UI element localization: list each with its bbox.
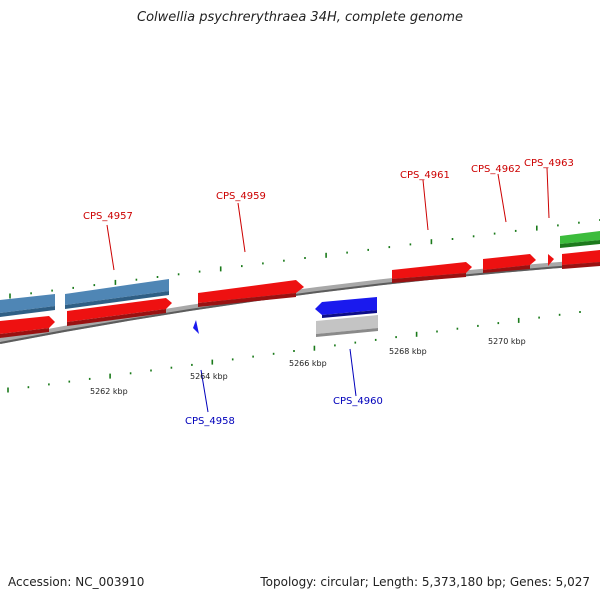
gene-label-CPS_4963: CPS_4963 — [524, 158, 574, 169]
gene-arrow-CPS_4962[interactable] — [483, 254, 536, 273]
genome-title: Colwellia psychrerythraea 34H, complete … — [137, 10, 463, 25]
tick-marks — [7, 219, 600, 393]
feature-green[interactable] — [560, 231, 600, 248]
label-connectors — [106, 167, 550, 413]
scale-label-5264: 5264 kbp — [190, 372, 228, 381]
gene-arrow-CPS_4963[interactable] — [548, 254, 554, 266]
gene-arrow-CPS_4957[interactable] — [67, 298, 172, 326]
outer-ticks — [9, 219, 600, 299]
accession-text: Accession: NC_003910 — [8, 575, 145, 589]
scale-label-5266: 5266 kbp — [289, 359, 327, 368]
scale-label-5268: 5268 kbp — [389, 347, 427, 356]
gene-label-CPS_4959: CPS_4959 — [216, 191, 266, 202]
gene-arrow-CPS_4960[interactable] — [315, 297, 377, 318]
gene-arrow-CPS_4959[interactable] — [198, 280, 304, 307]
gene-label-CPS_4962: CPS_4962 — [471, 164, 521, 175]
feature-steelblue-2[interactable] — [65, 279, 169, 309]
scale-label-5270: 5270 kbp — [488, 337, 526, 346]
feature-steelblue-1[interactable] — [0, 294, 55, 317]
gene-arrow-next[interactable] — [562, 250, 600, 269]
inner-ticks — [7, 311, 581, 393]
feature-gray[interactable] — [316, 315, 378, 337]
gene-arrow-CPS_4956[interactable] — [0, 316, 55, 338]
scale-label-5262: 5262 kbp — [90, 387, 128, 396]
gene-label-CPS_4960: CPS_4960 — [333, 396, 383, 407]
scale-labels: 5262 kbp 5264 kbp 5266 kbp 5268 kbp 5270… — [90, 337, 526, 396]
gene-arrow-CPS_4961[interactable] — [392, 262, 472, 283]
genome-summary-text: Topology: circular; Length: 5,373,180 bp… — [260, 575, 590, 589]
gene-arrow-CPS_4958[interactable] — [193, 320, 199, 334]
gene-labels: CPS_4957 CPS_4958 CPS_4959 CPS_4960 CPS_… — [83, 158, 574, 427]
gene-label-CPS_4957: CPS_4957 — [83, 211, 133, 222]
gene-label-CPS_4958: CPS_4958 — [185, 416, 235, 427]
gene-label-CPS_4961: CPS_4961 — [400, 170, 450, 181]
genome-backbone-shade — [0, 263, 600, 344]
